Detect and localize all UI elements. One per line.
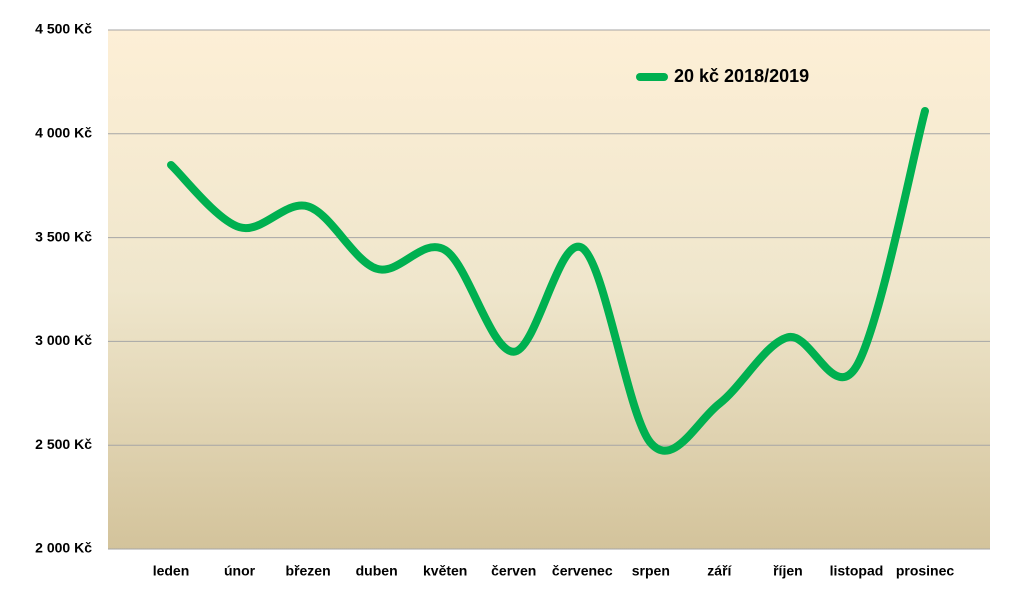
x-tick-label: květen xyxy=(423,563,467,579)
legend-label: 20 kč 2018/2019 xyxy=(674,66,809,86)
series-line xyxy=(167,106,929,455)
y-tick-label: 4 500 Kč xyxy=(35,21,92,37)
x-tick-label: březen xyxy=(286,563,331,579)
x-tick-label: září xyxy=(707,563,732,579)
y-tick-label: 2 500 Kč xyxy=(35,436,92,452)
y-tick-label: 4 000 Kč xyxy=(35,125,92,141)
x-tick-label: srpen xyxy=(632,563,670,579)
x-tick-label: říjen xyxy=(773,563,803,579)
x-tick-label: červenec xyxy=(552,563,613,579)
y-tick-label: 2 000 Kč xyxy=(35,540,92,556)
x-tick-label: únor xyxy=(224,563,256,579)
x-tick-label: leden xyxy=(153,563,190,579)
y-tick-label: 3 500 Kč xyxy=(35,228,92,244)
y-tick-label: 3 000 Kč xyxy=(35,332,92,348)
x-tick-label: prosinec xyxy=(896,563,955,579)
x-tick-label: červen xyxy=(491,563,536,579)
x-tick-label: duben xyxy=(356,563,398,579)
x-tick-label: listopad xyxy=(830,563,884,579)
